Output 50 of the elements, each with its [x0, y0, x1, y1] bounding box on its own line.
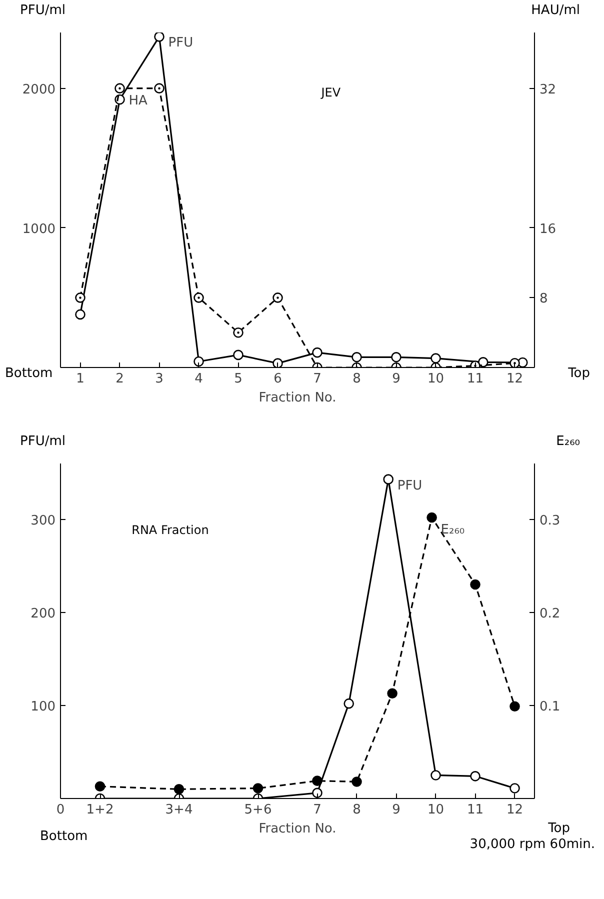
series-label: PFU [168, 36, 194, 51]
y-axis-title: PFU/ml [20, 433, 66, 451]
x-tick-label: 1 [76, 372, 84, 386]
x-tick-label: 8 [352, 802, 361, 818]
x-tick-label: 10 [427, 802, 444, 818]
text: Top [548, 820, 570, 838]
y2-tick-label: 16 [540, 222, 556, 237]
x-tick-label: 5 [234, 372, 242, 386]
y2-tick-label: 8 [540, 292, 548, 307]
series-label: HA [128, 93, 148, 108]
y2-tick-label: 0.1 [540, 699, 560, 714]
y2-axis-title: E₂₆₀ [556, 433, 580, 451]
annotation: JEV [320, 86, 342, 100]
y2-axis-title: HAU/ml [531, 2, 580, 20]
y-tick-label: 300 [30, 513, 56, 528]
y-axis-title: PFU/ml [20, 2, 66, 20]
x-tick-label: 11 [466, 802, 484, 818]
text: Bottom [40, 828, 88, 846]
annotation: RNA Fraction [132, 523, 209, 538]
y-tick-label: 1000 [22, 222, 56, 237]
x-tick-label: 12 [506, 802, 524, 818]
text: 30,000 rpm 60min. [470, 836, 595, 854]
x-axis-title: Fraction No. [258, 822, 336, 836]
x-tick-label: 3 [155, 372, 164, 386]
x-tick-label: 7 [313, 802, 322, 818]
x-tick-label: 9 [392, 372, 400, 386]
x-tick-label: 8 [352, 372, 361, 386]
x-tick-label: 7 [313, 372, 322, 386]
y2-tick-label: 0.2 [540, 606, 560, 622]
x-tick-label: 2 [116, 372, 124, 386]
x-axis-title: Fraction No. [258, 390, 336, 406]
x-tick-label: 0 [56, 802, 65, 818]
x-tick-label: 1+2 [86, 802, 114, 818]
x-tick-label: 5+6 [244, 802, 272, 818]
x-tick-label: 6 [274, 372, 282, 386]
x-tick-label: 3+4 [165, 802, 193, 818]
text: Top [568, 365, 590, 383]
series-label: PFU [397, 478, 422, 494]
x-tick-label: 4 [194, 372, 203, 386]
y-tick-label: 2000 [22, 82, 56, 98]
x-tick-label: 11 [466, 372, 484, 386]
y-tick-label: 100 [30, 699, 56, 714]
y-tick-label: 200 [30, 606, 56, 622]
series-label: E₂₆₀ [440, 522, 465, 538]
x-tick-label: 10 [427, 372, 444, 386]
y2-tick-label: 0.3 [540, 513, 560, 528]
x-tick-label: 9 [392, 802, 400, 818]
y2-tick-label: 32 [540, 82, 556, 98]
x-tick-label: 12 [506, 372, 524, 386]
text: Bottom [5, 365, 53, 383]
